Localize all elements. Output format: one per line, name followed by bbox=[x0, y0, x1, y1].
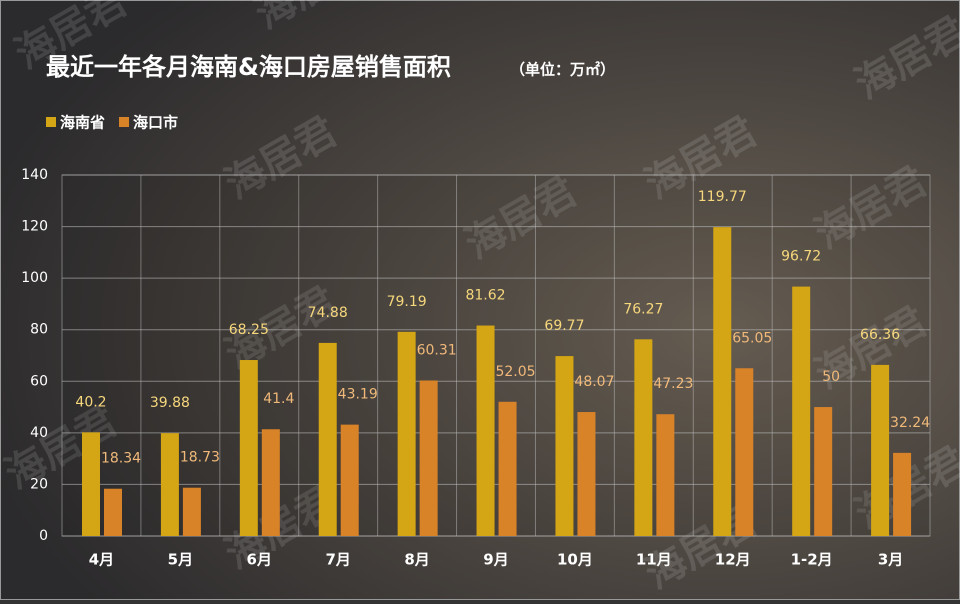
bar bbox=[161, 433, 179, 536]
y-tick-label: 60 bbox=[30, 373, 48, 389]
value-label: 18.34 bbox=[101, 451, 141, 467]
bar bbox=[814, 407, 832, 536]
value-label: 66.36 bbox=[860, 327, 900, 343]
value-label: 69.77 bbox=[544, 318, 584, 334]
y-tick-label: 20 bbox=[30, 476, 48, 492]
value-label: 18.73 bbox=[180, 450, 220, 466]
bar bbox=[262, 429, 280, 536]
y-tick-label: 120 bbox=[21, 219, 48, 235]
value-label: 52.05 bbox=[495, 364, 535, 380]
bar bbox=[240, 360, 258, 536]
value-label: 40.2 bbox=[75, 394, 106, 410]
bar bbox=[82, 432, 100, 536]
bar bbox=[183, 488, 201, 536]
value-label: 74.88 bbox=[308, 305, 348, 321]
value-label: 50 bbox=[822, 369, 840, 385]
bar bbox=[341, 425, 359, 536]
bar bbox=[398, 332, 416, 536]
bar bbox=[871, 365, 889, 536]
bar bbox=[634, 339, 652, 536]
legend-swatch bbox=[119, 117, 129, 127]
bar bbox=[555, 356, 573, 536]
x-tick-label: 6月 bbox=[247, 551, 272, 569]
value-label: 43.19 bbox=[338, 387, 378, 403]
bar bbox=[893, 453, 911, 536]
x-tick-label: 7月 bbox=[325, 551, 350, 569]
value-label: 41.4 bbox=[263, 391, 294, 407]
bar bbox=[792, 287, 810, 536]
y-tick-label: 40 bbox=[30, 425, 48, 441]
bar bbox=[420, 380, 438, 536]
value-label: 96.72 bbox=[781, 249, 821, 265]
value-label: 32.24 bbox=[890, 415, 930, 431]
x-tick-label: 11月 bbox=[636, 551, 672, 569]
y-tick-label: 80 bbox=[30, 322, 48, 338]
x-tick-label: 4月 bbox=[89, 551, 114, 569]
bar bbox=[104, 489, 122, 536]
x-tick-label: 8月 bbox=[404, 551, 429, 569]
legend-label: 海口市 bbox=[133, 114, 178, 132]
value-label: 119.77 bbox=[698, 189, 747, 205]
value-label: 68.25 bbox=[229, 322, 269, 338]
chart-title: 最近一年各月海南&海口房屋销售面积 bbox=[46, 53, 451, 81]
bar bbox=[577, 412, 595, 536]
value-label: 39.88 bbox=[150, 395, 190, 411]
value-label: 79.19 bbox=[387, 294, 427, 310]
y-tick-label: 0 bbox=[39, 528, 48, 544]
value-label: 81.62 bbox=[465, 288, 505, 304]
value-label: 47.23 bbox=[653, 376, 693, 392]
value-label: 76.27 bbox=[623, 301, 663, 317]
y-tick-label: 140 bbox=[21, 167, 48, 183]
legend-label: 海南省 bbox=[60, 114, 105, 132]
legend-swatch bbox=[46, 117, 56, 127]
chart-subtitle: （单位：万㎡） bbox=[510, 61, 615, 79]
value-label: 65.05 bbox=[732, 330, 772, 346]
x-tick-label: 1-2月 bbox=[791, 551, 833, 569]
x-tick-label: 9月 bbox=[483, 551, 508, 569]
bar bbox=[656, 414, 674, 536]
bar bbox=[713, 227, 731, 536]
x-tick-label: 5月 bbox=[168, 551, 193, 569]
bar bbox=[477, 326, 495, 536]
x-tick-label: 3月 bbox=[878, 551, 903, 569]
value-label: 48.07 bbox=[574, 374, 614, 390]
x-tick-label: 12月 bbox=[715, 551, 751, 569]
y-tick-label: 100 bbox=[21, 270, 48, 286]
x-tick-label: 10月 bbox=[557, 551, 593, 569]
bar bbox=[319, 343, 337, 536]
value-label: 60.31 bbox=[417, 342, 457, 358]
bar bbox=[735, 368, 753, 536]
bar bbox=[499, 402, 517, 536]
